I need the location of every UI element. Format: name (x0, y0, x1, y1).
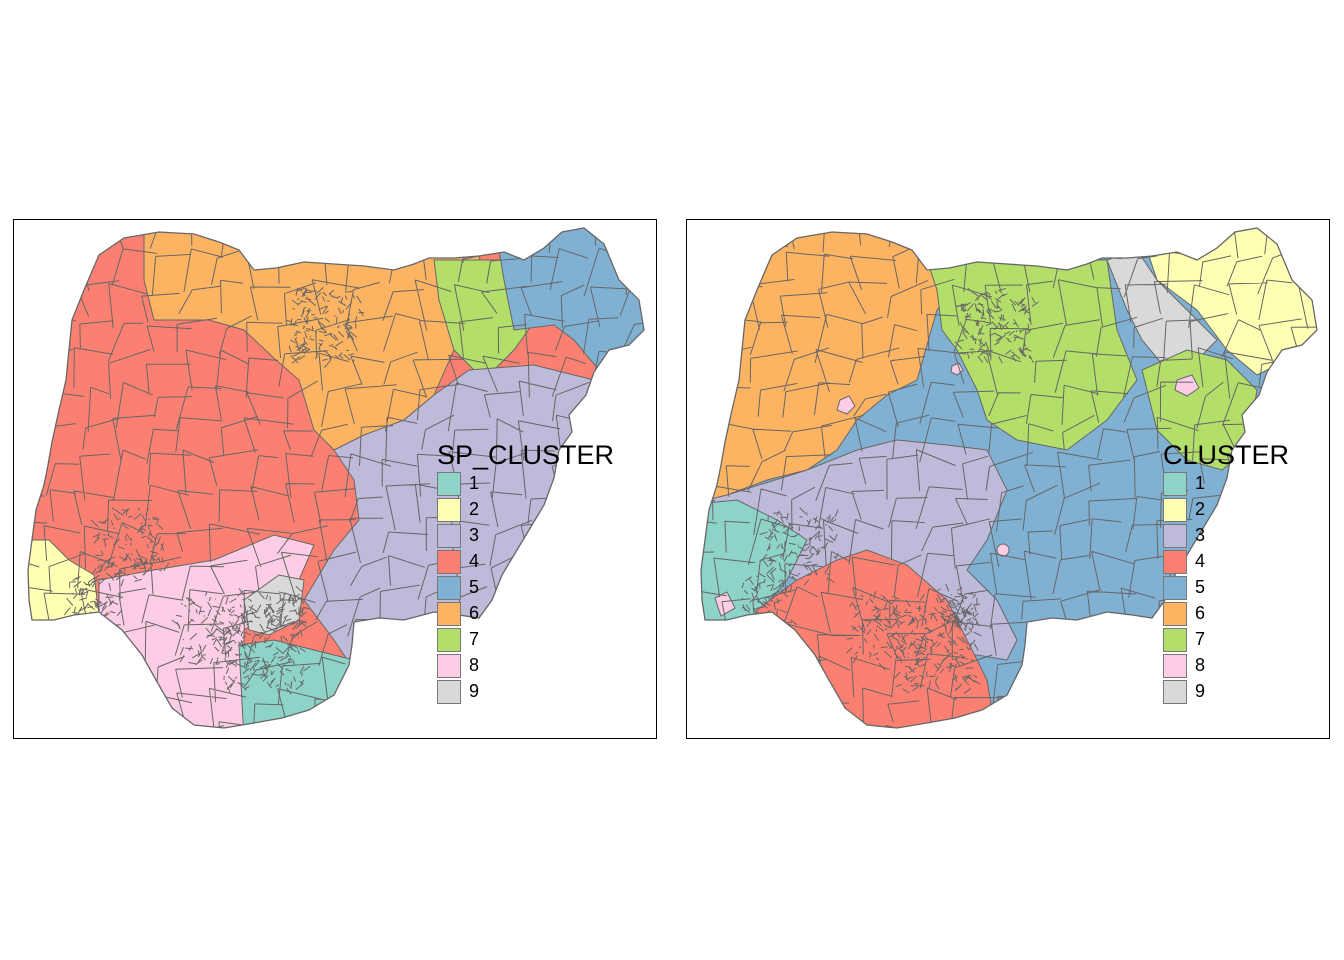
legend-item: 9 (437, 680, 557, 706)
legend-item: 6 (437, 602, 557, 628)
legend-item: 5 (1163, 576, 1283, 602)
legend-title: SP_CLUSTER (437, 440, 615, 470)
map-panel-sp-cluster: SP_CLUSTER 1 2 3 4 5 6 7 8 9 (13, 219, 657, 739)
cluster-8-region (1174, 374, 1200, 397)
legend-item: 2 (1163, 498, 1283, 524)
choropleth-map (700, 227, 1318, 729)
legend-swatch (1163, 576, 1187, 600)
cluster-7-region (926, 259, 1138, 451)
legend-label: 7 (469, 629, 480, 649)
legend-label: 9 (1195, 681, 1206, 701)
legend-item: 7 (1163, 628, 1283, 654)
legend-item: 9 (1163, 680, 1283, 706)
legend-swatch (1163, 498, 1187, 522)
legend-item: 1 (437, 472, 557, 498)
legend-label: 9 (469, 681, 480, 701)
legend-item: 4 (1163, 550, 1283, 576)
legend-label: 3 (469, 525, 480, 545)
map-panel-cluster: CLUSTER 1 2 3 4 5 6 7 8 9 (686, 219, 1330, 739)
cluster-8-region (714, 591, 736, 617)
legend-label: 4 (469, 551, 480, 571)
choropleth-map (27, 227, 645, 729)
legend-swatch (437, 654, 461, 678)
legend-label: 3 (1195, 525, 1206, 545)
legend-label: 6 (469, 603, 480, 623)
legend-item: 3 (1163, 524, 1283, 550)
legend-label: 6 (1195, 603, 1206, 623)
legend-swatch (437, 498, 461, 522)
legend-swatch (437, 576, 461, 600)
legend-swatch (1163, 524, 1187, 548)
legend-swatch (437, 602, 461, 626)
legend-label: 2 (1195, 499, 1206, 519)
legend-swatch (437, 524, 461, 548)
legend-item: 6 (1163, 602, 1283, 628)
legend-label: 5 (1195, 577, 1206, 597)
legend-swatch (1163, 472, 1187, 496)
legend-swatch (437, 550, 461, 574)
legend-item: 3 (437, 524, 557, 550)
legend-swatch (1163, 628, 1187, 652)
legend-swatch (437, 680, 461, 704)
legend-label: 7 (1195, 629, 1206, 649)
legend-swatch (1163, 680, 1187, 704)
legend-item: 5 (437, 576, 557, 602)
legend-item: 8 (1163, 654, 1283, 680)
legend-item: 1 (1163, 472, 1283, 498)
cluster-9-region (1106, 249, 1218, 371)
legend-swatch (1163, 550, 1187, 574)
legend-label: 1 (469, 473, 480, 493)
legend-item: 8 (437, 654, 557, 680)
legend-item: 7 (437, 628, 557, 654)
legend-item: 2 (437, 498, 557, 524)
legend-label: 2 (469, 499, 480, 519)
legend-swatch (437, 628, 461, 652)
legend-label: 1 (1195, 473, 1206, 493)
cluster-8-region (836, 395, 856, 415)
legend-item: 4 (437, 550, 557, 576)
legend-label: 8 (1195, 655, 1206, 675)
cluster-2-region (28, 539, 100, 631)
legend-swatch (1163, 654, 1187, 678)
cluster-8-spots (714, 362, 1200, 617)
legend-label: 4 (1195, 551, 1206, 571)
legend-label: 5 (469, 577, 480, 597)
legend-swatch (437, 472, 461, 496)
legend-label: 8 (469, 655, 480, 675)
legend-swatch (1163, 602, 1187, 626)
legend-title: CLUSTER (1163, 440, 1290, 470)
